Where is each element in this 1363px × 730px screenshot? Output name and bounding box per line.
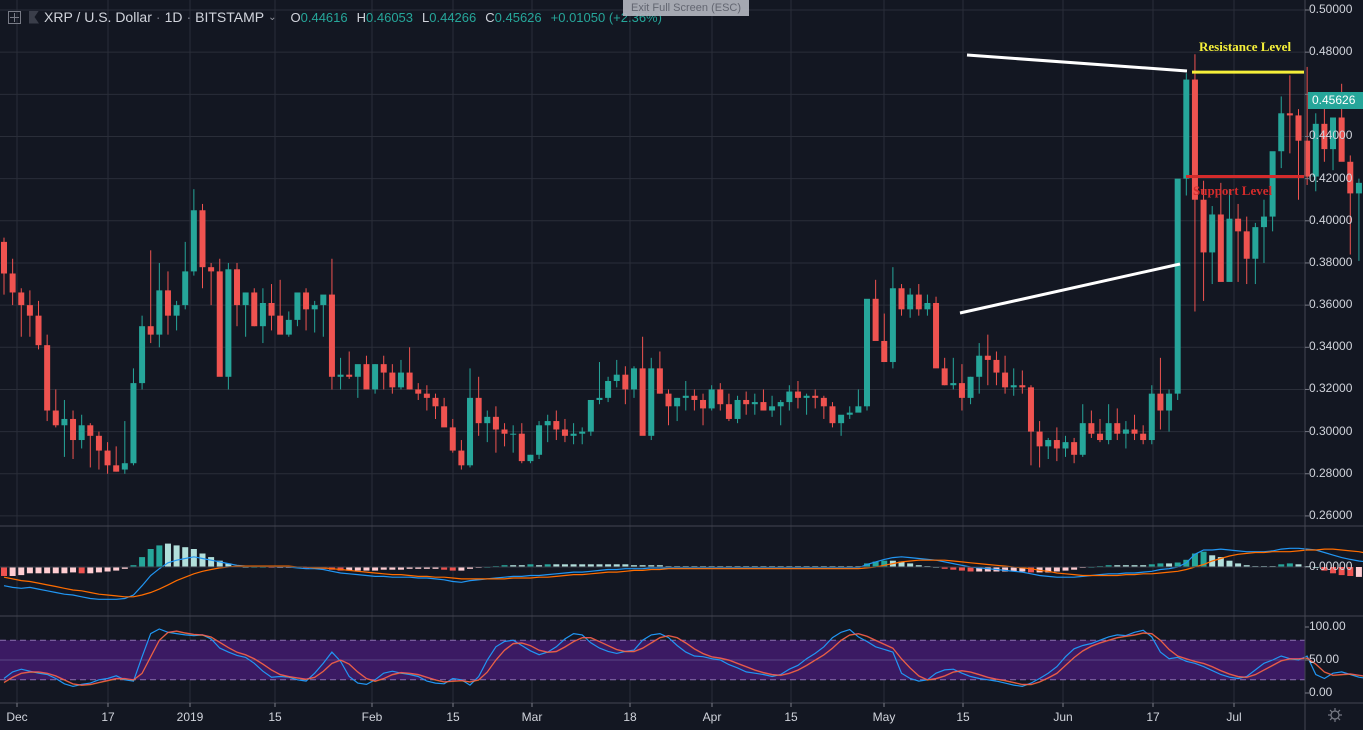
price-tick-label: 0.42000 (1309, 170, 1353, 185)
settings-gear-icon[interactable] (1327, 707, 1343, 723)
price-tick-label: 0.30000 (1309, 423, 1353, 438)
exchange[interactable]: BITSTAMP (195, 9, 265, 25)
time-tick-label: 15 (268, 710, 282, 724)
price-tick-label: 0.50000 (1309, 2, 1353, 16)
time-tick-label: 15 (956, 710, 970, 724)
low-value: 0.44266 (429, 9, 477, 25)
rsi-tick-label: 50.00 (1309, 652, 1340, 666)
rsi-tick-label: 0.00 (1309, 685, 1333, 699)
lower-support-trendline[interactable] (959, 262, 1181, 315)
time-tick-label: Jun (1053, 710, 1073, 724)
trendlines[interactable] (959, 53, 1188, 315)
last-price-badge: 0.45626 (1308, 92, 1363, 109)
price-tick-label: 0.38000 (1309, 254, 1353, 269)
time-tick-label: 17 (1146, 710, 1160, 724)
support-level-label: Support Level (1193, 183, 1273, 198)
upper-resistance-trendline[interactable] (966, 53, 1188, 73)
separator-dot: · (155, 9, 161, 25)
time-tick-label: 17 (101, 710, 115, 724)
separator-dot: · (186, 9, 192, 25)
symbol-name[interactable]: XRP / U.S. Dollar (44, 9, 152, 25)
price-tick-label: 0.34000 (1309, 339, 1353, 354)
price-tick-label: 0.26000 (1309, 507, 1353, 522)
open-label: O (290, 9, 301, 25)
time-tick-label: Feb (361, 710, 383, 724)
price-tick-label: 0.44000 (1309, 128, 1353, 143)
grid-lines (0, 0, 1305, 703)
time-tick-label: Jul (1226, 710, 1242, 724)
high-value: 0.46053 (366, 9, 414, 25)
price-tick-label: 0.40000 (1309, 212, 1353, 227)
candlestick-series (1, 54, 1362, 474)
symbol-flag-icon (29, 10, 39, 24)
time-tick-label: Apr (702, 710, 722, 724)
time-tick-label: 18 (623, 710, 637, 724)
symbol-legend: XRP / U.S. Dollar · 1D · BITSTAMP ⌄ O 0.… (8, 9, 662, 25)
price-tick-label: 0.48000 (1309, 44, 1353, 59)
time-tick-label: 2019 (176, 710, 204, 724)
close-value: 0.45626 (494, 9, 542, 25)
interval[interactable]: 1D (164, 9, 183, 25)
expand-legend-icon[interactable] (8, 10, 21, 24)
price-tick-label: 0.36000 (1309, 297, 1353, 312)
support-resistance-levels[interactable] (1186, 70, 1304, 179)
time-tick-label: Dec (6, 710, 28, 724)
rsi-tick-label: 100.00 (1309, 619, 1346, 633)
close-label: C (485, 9, 495, 25)
open-value: 0.44616 (300, 9, 348, 25)
time-tick-label: Mar (521, 710, 543, 724)
price-tick-label: 0.28000 (1309, 465, 1353, 480)
macd-zero-label: 0.00000 (1309, 559, 1353, 573)
time-tick-label: May (872, 710, 896, 724)
time-tick-label: 15 (784, 710, 798, 724)
time-tick-label: 15 (446, 710, 460, 724)
low-label: L (422, 9, 430, 25)
exit-fullscreen-tooltip[interactable]: Exit Full Screen (ESC) (623, 0, 749, 16)
price-tick-label: 0.32000 (1309, 381, 1353, 396)
stoch-rsi-pane (0, 628, 1363, 688)
high-label: H (356, 9, 367, 25)
chevron-down-icon[interactable]: ⌄ (268, 11, 277, 23)
macd-pane (0, 543, 1363, 600)
resistance-level-label: Resistance Level (1199, 39, 1292, 54)
